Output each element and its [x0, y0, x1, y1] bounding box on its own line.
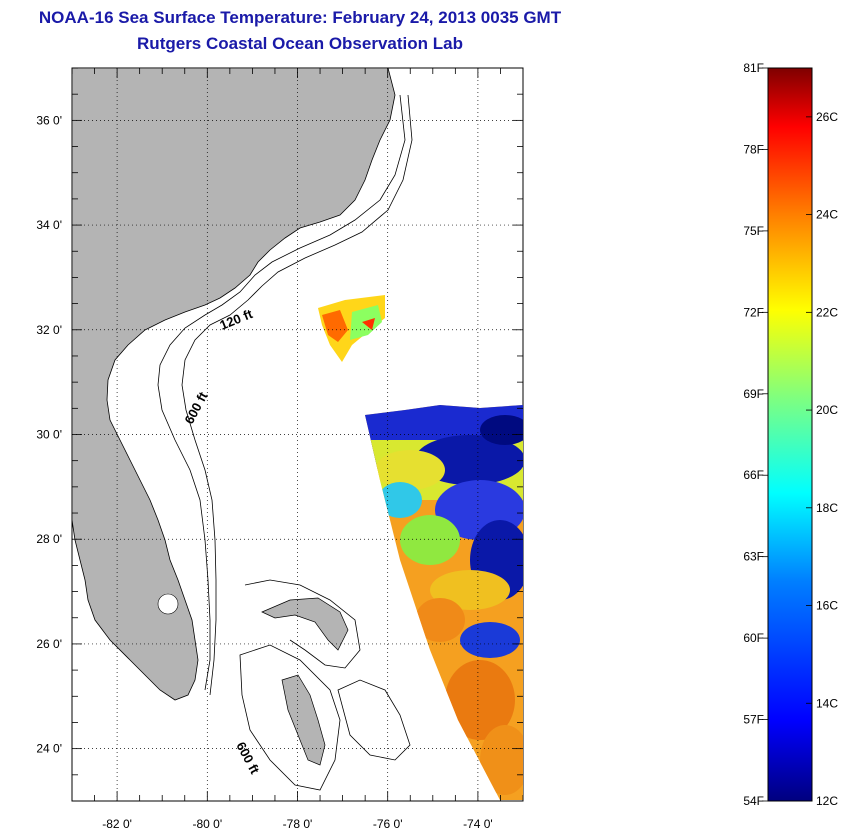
colorbar [767, 67, 813, 802]
colorbar-label-c: 26C [816, 110, 838, 124]
lat-tick-label: 28 0' [36, 532, 62, 546]
colorbar-label-f: 60F [743, 631, 764, 645]
lon-tick-label: -80 0' [192, 817, 222, 831]
contour-600ft [181, 94, 413, 696]
contour-120ft [157, 94, 406, 691]
colorbar-label-f: 81F [743, 61, 764, 75]
map-subtitle: Rutgers Coastal Ocean Observation Lab [137, 34, 463, 53]
colorbar-label-f: 78F [743, 142, 764, 156]
lat-tick-label: 34 0' [36, 218, 62, 232]
colorbar-label-c: 14C [816, 696, 838, 710]
colorbar-label-c: 20C [816, 403, 838, 417]
colorbar-label-f: 69F [743, 387, 764, 401]
land-bahamas-andros [281, 674, 326, 766]
colorbar-label-f: 63F [743, 550, 764, 564]
colorbar-label-c: 12C [816, 794, 838, 808]
colorbar-label-c: 18C [816, 501, 838, 515]
lat-tick-label: 36 0' [36, 113, 62, 127]
colorbar-label-c: 22C [816, 305, 838, 319]
colorbar-label-f: 72F [743, 305, 764, 319]
colorbar-label-f: 54F [743, 794, 764, 808]
lake-okeechobee [157, 593, 179, 615]
land-us-east-coast [72, 68, 396, 701]
colorbar-label-c: 24C [816, 208, 838, 222]
map-title: NOAA-16 Sea Surface Temperature: Februar… [38, 8, 562, 27]
colorbar-label-f: 66F [743, 468, 764, 482]
colorbar-label-f: 75F [743, 224, 764, 238]
lat-tick-label: 30 0' [36, 428, 62, 442]
lat-tick-label: 24 0' [36, 742, 62, 756]
lat-tick-label: 26 0' [36, 637, 62, 651]
colorbar-label-f: 57F [743, 713, 764, 727]
lon-tick-label: -78 0' [283, 817, 313, 831]
colorbar-label-c: 16C [816, 599, 838, 613]
lon-tick-label: -82 0' [102, 817, 132, 831]
colorbar-ticks: 81F 78F 75F 72F 69F 66F 63F 60F 57F 54F 26C 24C 22C 2… [743, 61, 838, 808]
axis-ticks: -82 0' -80 0' -78 0' -76 0' -74 0' 36 0' 34 0'… [36, 67, 524, 831]
lon-tick-label: -74 0' [463, 817, 493, 831]
lat-tick-label: 32 0' [36, 323, 62, 337]
land-bahamas-grand [261, 597, 349, 651]
sst-patch-north [318, 295, 385, 362]
lon-tick-label: -76 0' [373, 817, 403, 831]
contour-bahamas [239, 579, 411, 791]
